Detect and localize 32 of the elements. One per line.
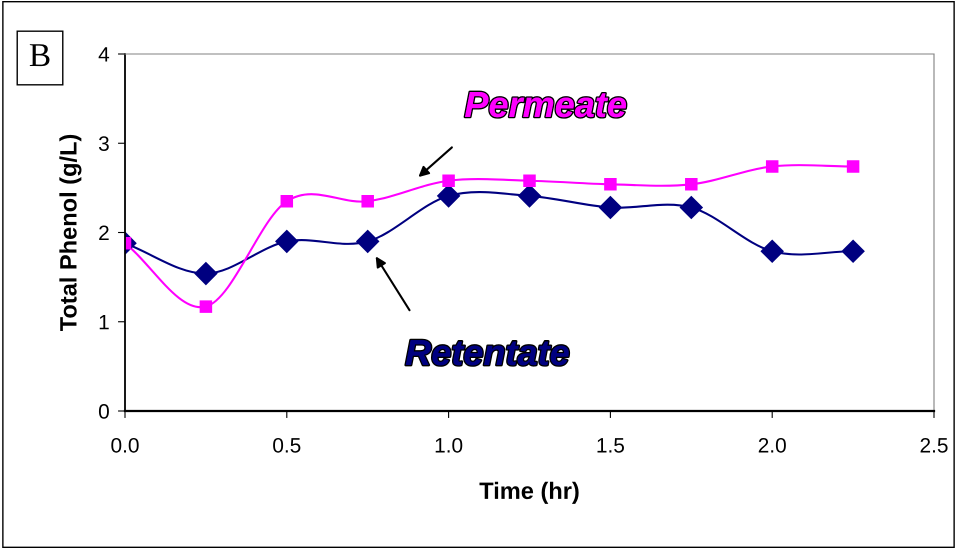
point xyxy=(760,240,784,263)
point xyxy=(361,195,374,208)
point xyxy=(442,174,455,187)
point xyxy=(685,178,698,191)
point xyxy=(598,196,622,220)
text: Retentate xyxy=(406,340,569,366)
point xyxy=(842,240,865,263)
x-tick-label: 2.0 xyxy=(758,438,786,453)
y-tick-label: 4 xyxy=(98,47,110,62)
x-tick-label: 1.5 xyxy=(598,438,624,453)
point xyxy=(356,230,380,253)
text: B xyxy=(30,44,50,66)
y-tick-label: 2 xyxy=(99,226,109,240)
y-tick-label: 1 xyxy=(100,314,109,330)
point xyxy=(766,160,778,173)
y-axis-title: Total Phenol (g/L) xyxy=(59,134,82,332)
point xyxy=(523,174,536,187)
x-tick-label: 0.0 xyxy=(111,438,139,453)
point xyxy=(280,195,294,208)
point xyxy=(680,196,703,220)
y-tick-label: 3 xyxy=(98,136,109,152)
x-tick-label: 1.0 xyxy=(436,438,462,453)
point xyxy=(604,178,617,191)
x-tick-label: 2.5 xyxy=(920,438,948,453)
point xyxy=(846,160,860,173)
y-tick-label: 0 xyxy=(98,404,109,419)
x-axis-title: Time (hr) xyxy=(479,482,579,504)
x-tick-label: 0.5 xyxy=(273,438,300,453)
point xyxy=(200,300,212,313)
point xyxy=(194,262,218,286)
point xyxy=(275,230,298,253)
series-label: Permeate xyxy=(465,92,626,118)
